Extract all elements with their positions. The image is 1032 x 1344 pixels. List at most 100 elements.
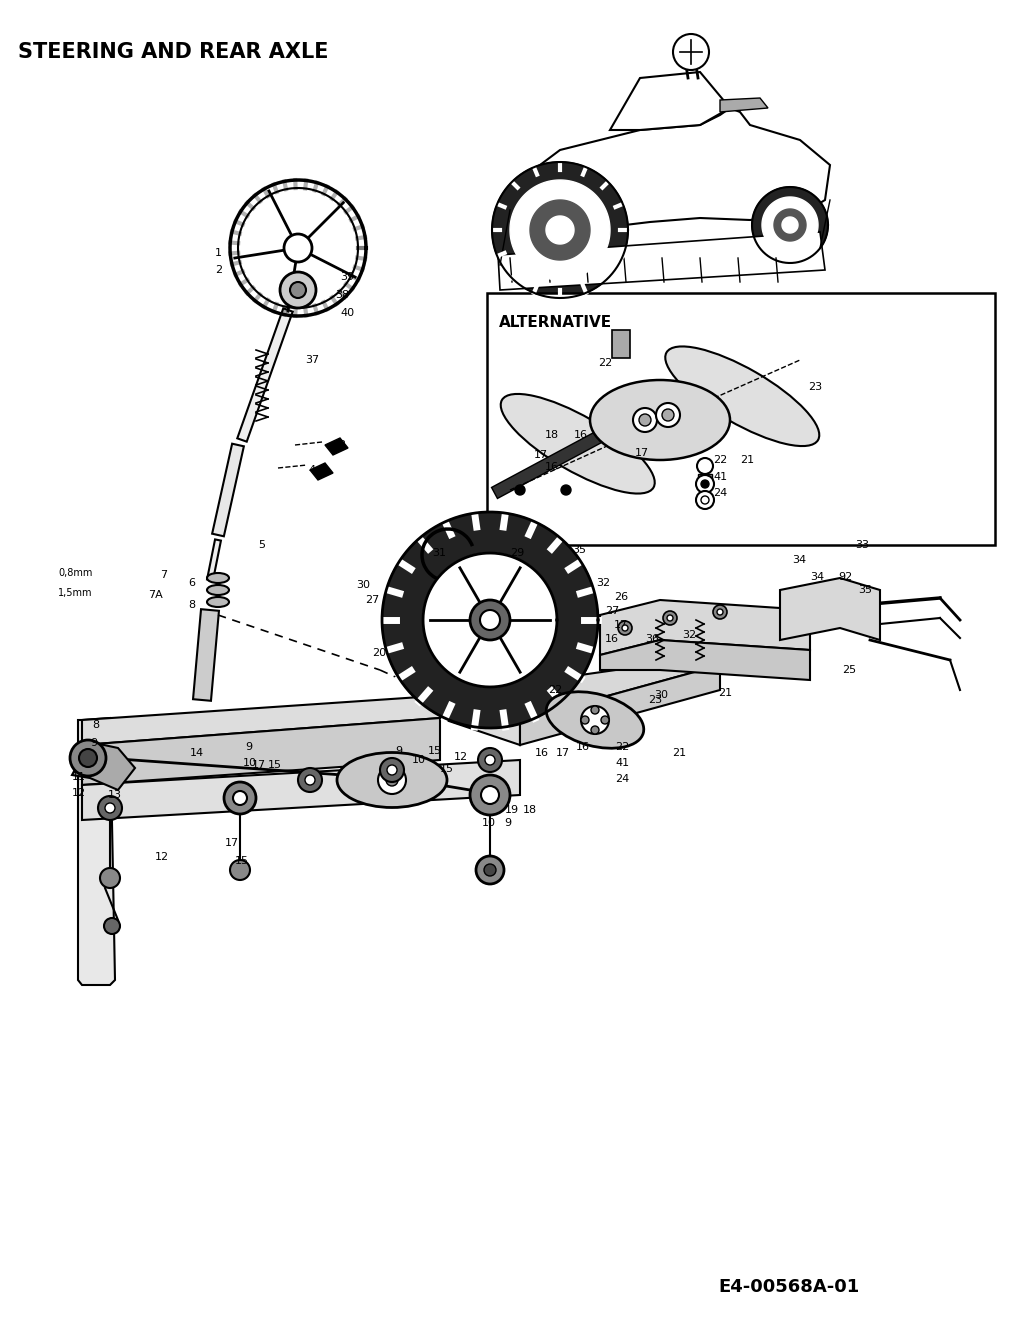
Circle shape: [70, 741, 106, 775]
Circle shape: [713, 605, 727, 620]
Text: ALTERNATIVE: ALTERNATIVE: [499, 314, 612, 331]
Text: 20: 20: [372, 648, 386, 659]
Polygon shape: [237, 308, 293, 442]
Polygon shape: [423, 552, 557, 687]
Polygon shape: [207, 539, 221, 581]
Circle shape: [591, 706, 599, 714]
Ellipse shape: [207, 573, 229, 583]
Circle shape: [673, 34, 709, 70]
Ellipse shape: [207, 597, 229, 607]
Ellipse shape: [590, 380, 730, 460]
Text: 10: 10: [412, 755, 426, 765]
Circle shape: [663, 612, 677, 625]
Polygon shape: [510, 108, 830, 235]
Text: 39: 39: [340, 271, 354, 282]
Polygon shape: [774, 210, 806, 241]
Bar: [612, 331, 630, 358]
Text: 33: 33: [854, 540, 869, 550]
Circle shape: [581, 706, 609, 734]
Circle shape: [484, 864, 496, 876]
Text: 15: 15: [268, 759, 282, 770]
Circle shape: [470, 775, 510, 814]
Circle shape: [561, 485, 571, 495]
Text: 22: 22: [713, 456, 728, 465]
Text: 10: 10: [243, 758, 257, 767]
Polygon shape: [752, 187, 828, 263]
Polygon shape: [762, 198, 818, 253]
Circle shape: [622, 625, 628, 630]
Polygon shape: [213, 444, 244, 536]
Text: 9: 9: [245, 742, 252, 753]
Text: 10: 10: [482, 818, 496, 828]
Text: 24: 24: [713, 488, 728, 499]
Text: 37: 37: [305, 355, 319, 366]
Text: 2: 2: [215, 265, 222, 276]
Polygon shape: [782, 216, 798, 233]
Polygon shape: [82, 718, 440, 785]
Text: 38: 38: [335, 290, 349, 300]
Text: E4-00568A-01: E4-00568A-01: [718, 1278, 860, 1296]
Circle shape: [639, 414, 651, 426]
Text: 9: 9: [504, 818, 511, 828]
Circle shape: [480, 610, 499, 630]
Polygon shape: [520, 665, 720, 745]
Text: 19: 19: [505, 805, 519, 814]
Polygon shape: [78, 718, 115, 985]
Circle shape: [696, 474, 714, 493]
Circle shape: [601, 716, 609, 724]
Text: 32: 32: [596, 578, 610, 589]
Circle shape: [98, 796, 122, 820]
Circle shape: [224, 782, 256, 814]
Polygon shape: [530, 200, 590, 259]
Text: 8: 8: [188, 599, 195, 610]
Polygon shape: [325, 438, 348, 456]
Text: 36: 36: [645, 634, 659, 644]
Text: 35: 35: [858, 585, 872, 595]
Text: 14: 14: [190, 749, 204, 758]
Circle shape: [717, 609, 723, 616]
Text: 40: 40: [340, 308, 354, 319]
Bar: [698, 474, 712, 487]
Circle shape: [701, 496, 709, 504]
Polygon shape: [600, 599, 810, 655]
Circle shape: [701, 480, 709, 488]
Text: 9: 9: [90, 738, 97, 749]
Text: 15: 15: [440, 763, 454, 774]
Polygon shape: [440, 659, 720, 720]
Text: 11: 11: [72, 771, 86, 782]
Text: 41: 41: [615, 758, 630, 767]
Polygon shape: [780, 578, 880, 640]
Circle shape: [280, 271, 316, 308]
Circle shape: [290, 282, 307, 298]
Ellipse shape: [207, 585, 229, 595]
Text: 31: 31: [432, 548, 446, 558]
Polygon shape: [82, 759, 520, 820]
Polygon shape: [498, 233, 825, 290]
Text: 16: 16: [535, 749, 549, 758]
Text: 23: 23: [648, 695, 663, 706]
Text: 30: 30: [654, 689, 668, 700]
Polygon shape: [193, 609, 219, 700]
Circle shape: [656, 403, 680, 427]
Ellipse shape: [501, 394, 654, 493]
Text: 1,5mm: 1,5mm: [58, 589, 93, 598]
Circle shape: [105, 802, 115, 813]
Text: 23: 23: [808, 382, 823, 392]
Text: 17: 17: [556, 749, 570, 758]
Text: 34: 34: [810, 573, 825, 582]
Circle shape: [104, 918, 120, 934]
Bar: [487, 293, 995, 546]
Text: 15: 15: [428, 746, 442, 755]
Circle shape: [696, 491, 714, 509]
Circle shape: [476, 856, 504, 884]
Circle shape: [478, 749, 502, 771]
Text: 30: 30: [356, 581, 370, 590]
Text: 13: 13: [108, 790, 122, 800]
Text: 16: 16: [574, 430, 588, 439]
Text: 12: 12: [454, 753, 469, 762]
Text: 16: 16: [576, 742, 590, 753]
Circle shape: [305, 775, 315, 785]
Text: 7A: 7A: [148, 590, 163, 599]
Text: 0,8mm: 0,8mm: [58, 569, 93, 578]
Text: 10: 10: [80, 753, 94, 762]
